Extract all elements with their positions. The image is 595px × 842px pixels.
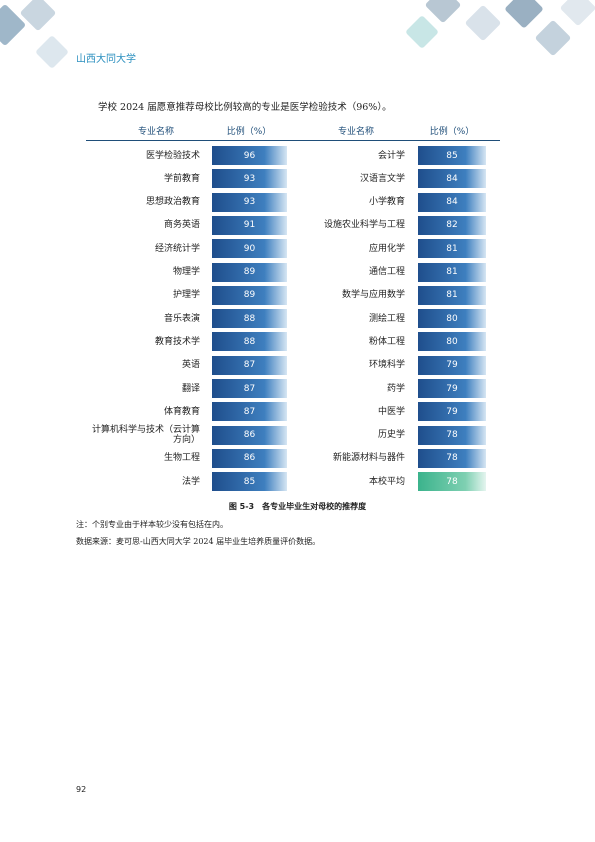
ratio-value: 78 xyxy=(418,425,486,445)
ratio-value: 81 xyxy=(418,239,486,259)
major-name: 体育教育 xyxy=(163,406,200,417)
decoration xyxy=(35,35,69,69)
ratio-value: 85 xyxy=(418,146,486,165)
ratio-value: 84 xyxy=(418,192,486,212)
major-name: 测绘工程 xyxy=(368,313,405,324)
major-name: 数学与应用数学 xyxy=(341,290,405,301)
ratio-value: 79 xyxy=(418,379,486,398)
decoration xyxy=(19,0,57,32)
major-name: 计算机科学与技术（云计算方向） xyxy=(91,425,200,446)
ratio-value: 91 xyxy=(212,215,287,235)
ratio-value: 81 xyxy=(418,285,486,305)
major-name: 汉语言文学 xyxy=(359,173,405,184)
major-name: 本校平均 xyxy=(368,476,405,487)
ratio-value: 87 xyxy=(212,379,287,398)
decoration xyxy=(405,15,439,49)
major-name: 会计学 xyxy=(377,150,405,161)
major-name: 音乐表演 xyxy=(163,313,200,324)
major-name: 护理学 xyxy=(172,290,200,301)
ratio-value: 79 xyxy=(418,402,486,422)
ratio-value: 88 xyxy=(212,309,287,329)
major-name: 粉体工程 xyxy=(368,336,405,347)
column-header: 专业名称 xyxy=(137,127,174,137)
major-name: 通信工程 xyxy=(368,267,405,277)
major-name: 英语 xyxy=(181,360,200,371)
major-name: 历史学 xyxy=(377,430,405,441)
note: 注：个别专业由于样本较少没有包括在内。 xyxy=(76,520,228,529)
major-name: 商务英语 xyxy=(163,220,200,231)
major-name: 中医学 xyxy=(377,406,405,417)
ratio-value: 87 xyxy=(212,402,287,422)
major-name: 思想政治教育 xyxy=(145,197,200,208)
column-header: 专业名称 xyxy=(337,127,374,137)
ratio-value: 80 xyxy=(418,309,486,329)
intro-text: 学校 2024 届愿意推荐母校比例较高的专业是医学检验技术（96%）。 xyxy=(98,102,392,113)
ratio-value: 88 xyxy=(212,332,287,352)
major-name: 经济统计学 xyxy=(154,243,200,254)
average-value: 78 xyxy=(418,472,486,492)
major-name: 学前教育 xyxy=(163,173,200,184)
decoration xyxy=(424,0,462,24)
ratio-value: 87 xyxy=(212,355,287,375)
ratio-value: 78 xyxy=(418,448,486,468)
header-rule xyxy=(86,140,500,141)
major-name: 药学 xyxy=(386,383,405,394)
major-name: 医学检验技术 xyxy=(145,150,200,161)
major-name: 小学教育 xyxy=(368,197,405,208)
major-name: 翻译 xyxy=(181,383,200,394)
major-name: 应用化学 xyxy=(368,243,405,254)
ratio-value: 84 xyxy=(418,169,486,189)
major-name: 生物工程 xyxy=(163,453,200,464)
ratio-value: 93 xyxy=(212,192,287,212)
column-header: 比例（%） xyxy=(226,127,272,137)
note: 数据来源：麦可思-山西大同大学 2024 届毕业生培养质量评价数据。 xyxy=(76,537,321,546)
ratio-value: 82 xyxy=(418,215,486,235)
ratio-value: 80 xyxy=(418,332,486,352)
caption: 图 5-3 各专业毕业生对母校的推荐度 xyxy=(228,502,367,511)
ratio-value: 93 xyxy=(212,169,287,189)
decoration xyxy=(534,19,572,57)
ratio-value: 89 xyxy=(212,285,287,305)
ratio-value: 81 xyxy=(418,262,486,282)
decoration xyxy=(464,4,502,42)
ratio-value: 96 xyxy=(212,146,287,165)
ratio-value: 85 xyxy=(212,472,287,492)
header-title: 山西大同大学 xyxy=(76,54,136,65)
ratio-value: 90 xyxy=(212,239,287,259)
column-header: 比例（%） xyxy=(429,127,475,137)
decoration xyxy=(504,0,544,29)
ratio-value: 86 xyxy=(212,448,287,468)
major-name: 物理学 xyxy=(172,267,200,277)
major-name: 法学 xyxy=(181,476,200,487)
decoration xyxy=(559,0,595,27)
major-name: 新能源材料与器件 xyxy=(332,453,405,464)
ratio-value: 86 xyxy=(212,425,287,445)
ratio-value: 79 xyxy=(418,355,486,375)
major-name: 环境科学 xyxy=(368,360,405,371)
major-name: 设施农业科学与工程 xyxy=(323,220,405,231)
page-number: 92 xyxy=(76,785,87,794)
ratio-value: 89 xyxy=(212,262,287,282)
major-name: 教育技术学 xyxy=(154,336,200,347)
